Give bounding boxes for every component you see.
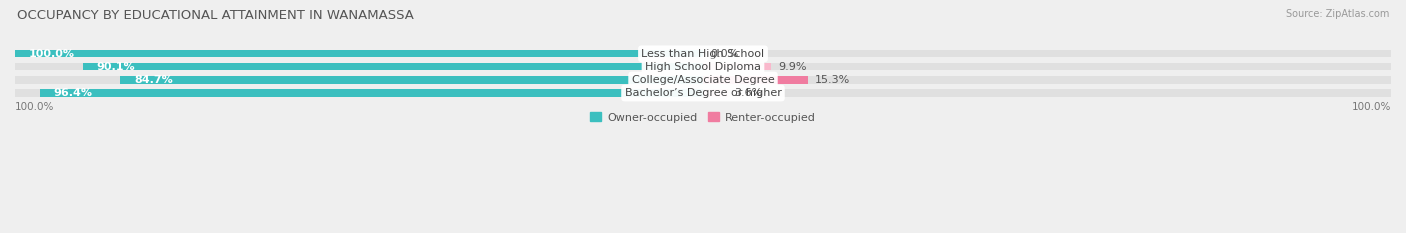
Text: Bachelor’s Degree or higher: Bachelor’s Degree or higher	[624, 88, 782, 98]
Text: 9.9%: 9.9%	[778, 62, 807, 72]
Bar	[703, 50, 1391, 57]
Legend: Owner-occupied, Renter-occupied: Owner-occupied, Renter-occupied	[586, 108, 820, 127]
Text: 100.0%: 100.0%	[28, 49, 75, 59]
Bar	[703, 89, 728, 97]
Bar	[121, 76, 703, 84]
Bar	[15, 76, 703, 84]
Text: High School Diploma: High School Diploma	[645, 62, 761, 72]
Text: 90.1%: 90.1%	[97, 62, 135, 72]
Bar	[15, 50, 703, 57]
Text: 96.4%: 96.4%	[53, 88, 93, 98]
Bar	[703, 63, 770, 71]
Text: 100.0%: 100.0%	[1351, 102, 1391, 112]
Text: 3.6%: 3.6%	[735, 88, 763, 98]
Text: OCCUPANCY BY EDUCATIONAL ATTAINMENT IN WANAMASSA: OCCUPANCY BY EDUCATIONAL ATTAINMENT IN W…	[17, 9, 413, 22]
Text: College/Associate Degree: College/Associate Degree	[631, 75, 775, 85]
Bar	[703, 76, 1391, 84]
Bar	[703, 63, 1391, 71]
Bar	[15, 63, 703, 71]
Text: 84.7%: 84.7%	[134, 75, 173, 85]
Text: Less than High School: Less than High School	[641, 49, 765, 59]
Bar	[15, 50, 703, 57]
Bar	[703, 89, 1391, 97]
Bar	[83, 63, 703, 71]
Text: 0.0%: 0.0%	[710, 49, 738, 59]
Bar	[15, 89, 703, 97]
Bar	[39, 89, 703, 97]
Bar	[703, 76, 808, 84]
Text: 100.0%: 100.0%	[15, 102, 55, 112]
Text: 15.3%: 15.3%	[815, 75, 851, 85]
Text: Source: ZipAtlas.com: Source: ZipAtlas.com	[1285, 9, 1389, 19]
